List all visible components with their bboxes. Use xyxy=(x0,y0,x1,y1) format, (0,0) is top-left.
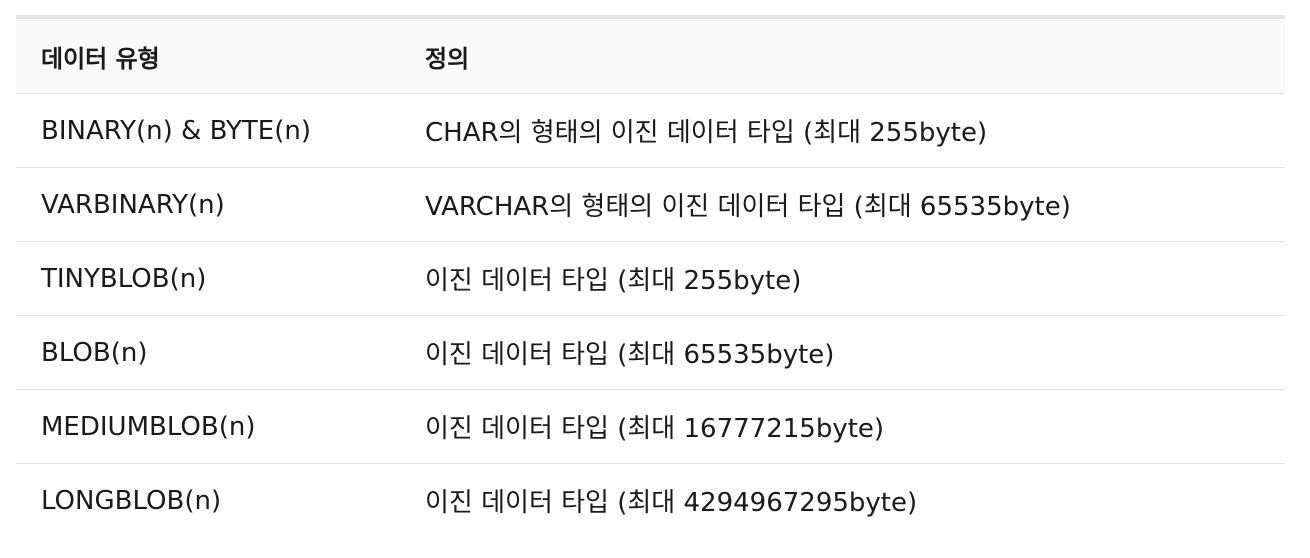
table-header: 데이터 유형 정의 xyxy=(16,17,1285,94)
cell-data-type: BINARY(n) & BYTE(n) xyxy=(16,93,400,168)
table-row: VARBINARY(n) VARCHAR의 형태의 이진 데이터 타입 (최대 … xyxy=(16,167,1285,242)
header-data-type: 데이터 유형 xyxy=(16,17,400,94)
cell-definition: 이진 데이터 타입 (최대 16777215byte) xyxy=(400,389,1285,464)
data-type-table-container: 데이터 유형 정의 BINARY(n) & BYTE(n) CHAR의 형태의 … xyxy=(16,15,1285,537)
table-header-row: 데이터 유형 정의 xyxy=(16,17,1285,94)
cell-definition: VARCHAR의 형태의 이진 데이터 타입 (최대 65535byte) xyxy=(400,167,1285,242)
table-row: MEDIUMBLOB(n) 이진 데이터 타입 (최대 16777215byte… xyxy=(16,389,1285,464)
table-row: BINARY(n) & BYTE(n) CHAR의 형태의 이진 데이터 타입 … xyxy=(16,93,1285,168)
table-row: BLOB(n) 이진 데이터 타입 (최대 65535byte) xyxy=(16,315,1285,390)
cell-definition: CHAR의 형태의 이진 데이터 타입 (최대 255byte) xyxy=(400,93,1285,168)
table-row: LONGBLOB(n) 이진 데이터 타입 (최대 4294967295byte… xyxy=(16,464,1285,538)
cell-data-type: MEDIUMBLOB(n) xyxy=(16,389,400,464)
cell-definition: 이진 데이터 타입 (최대 4294967295byte) xyxy=(425,488,918,518)
cell-data-type: LONGBLOB(n) xyxy=(41,485,222,516)
cell-definition: 이진 데이터 타입 (최대 255byte) xyxy=(400,241,1285,316)
data-type-table: 데이터 유형 정의 BINARY(n) & BYTE(n) CHAR의 형태의 … xyxy=(16,15,1285,537)
table-body: BINARY(n) & BYTE(n) CHAR의 형태의 이진 데이터 타입 … xyxy=(16,93,1285,538)
cell-definition: 이진 데이터 타입 (최대 65535byte) xyxy=(400,315,1285,390)
cell-data-type: VARBINARY(n) xyxy=(16,167,400,242)
cell-data-type: TINYBLOB(n) xyxy=(16,241,400,316)
table-row: TINYBLOB(n) 이진 데이터 타입 (최대 255byte) xyxy=(16,241,1285,316)
header-definition: 정의 xyxy=(400,17,1285,94)
cell-data-type: BLOB(n) xyxy=(16,315,400,390)
